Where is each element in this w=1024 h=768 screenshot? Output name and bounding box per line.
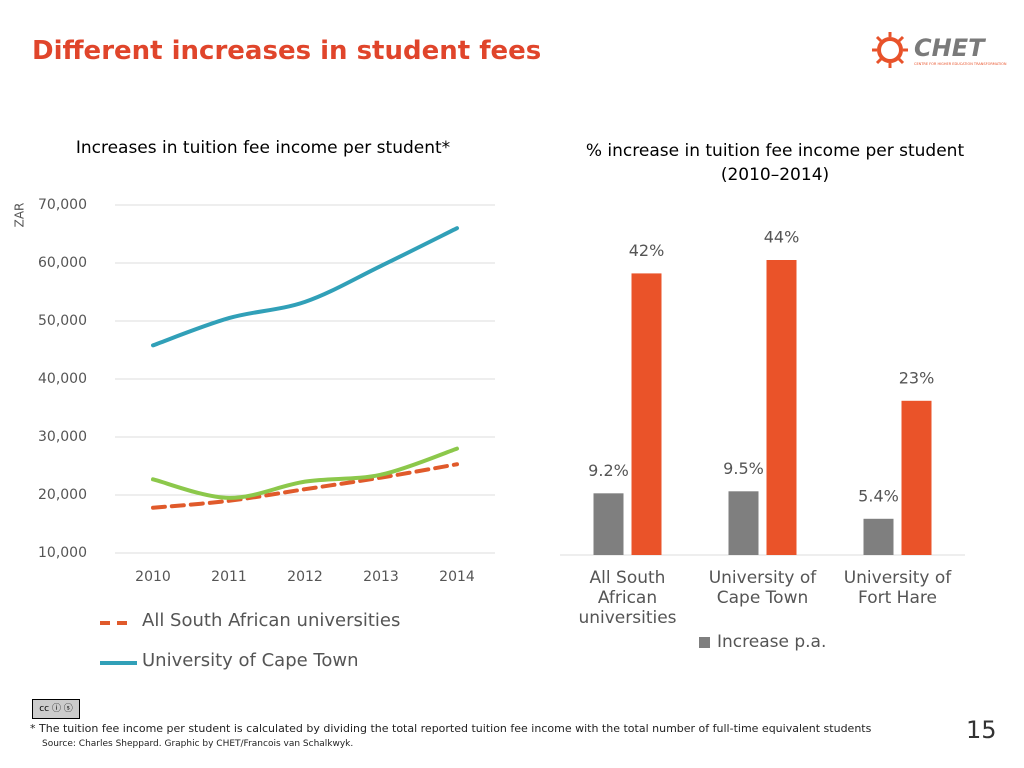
footnote: * The tuition fee income per student is … bbox=[30, 722, 872, 735]
data-line bbox=[151, 446, 459, 500]
x-tick-label: 2012 bbox=[287, 569, 323, 585]
license-badge: cc ⓘ ⓢ bbox=[32, 699, 80, 719]
legend-label: University of Cape Town bbox=[142, 650, 359, 671]
x-tick-label: 2014 bbox=[439, 569, 475, 585]
y-tick-label: 40,000 bbox=[38, 371, 87, 387]
x-tick-label: 2010 bbox=[135, 569, 171, 585]
y-tick-label: 30,000 bbox=[38, 429, 87, 445]
bar bbox=[631, 273, 662, 555]
x-tick-label: All South African universities bbox=[578, 568, 677, 628]
chart-title: Increases in tuition fee income per stud… bbox=[76, 138, 450, 158]
bar bbox=[901, 400, 932, 555]
source: Source: Charles Sheppard. Graphic by CHE… bbox=[42, 739, 354, 749]
chart-title: % increase in tuition fee income per stu… bbox=[585, 141, 965, 185]
bar bbox=[728, 491, 759, 555]
bar bbox=[863, 518, 894, 555]
legend-label: All South African universities bbox=[142, 610, 400, 631]
y-tick-label: 50,000 bbox=[38, 313, 87, 329]
value-label: 9.2% bbox=[588, 461, 629, 480]
data-line bbox=[151, 226, 459, 348]
legend-label: Increase p.a. bbox=[717, 632, 826, 652]
y-tick-label: 20,000 bbox=[38, 487, 87, 503]
legend-swatch bbox=[699, 637, 710, 648]
data-line bbox=[151, 462, 459, 510]
x-tick-label: 2013 bbox=[363, 569, 399, 585]
logo-subtitle: CENTRE FOR HIGHER EDUCATION TRANSFORMATI… bbox=[914, 62, 1007, 66]
bar bbox=[593, 493, 624, 555]
charts: Increases in tuition fee income per stud… bbox=[13, 138, 965, 671]
value-label: 23% bbox=[899, 368, 935, 387]
x-tick-label: University of Cape Town bbox=[708, 568, 817, 608]
y-tick-label: 70,000 bbox=[38, 197, 87, 213]
logo-text: CHET bbox=[914, 34, 985, 62]
slide-title: Different increases in student fees bbox=[32, 36, 542, 66]
value-label: 42% bbox=[629, 241, 665, 260]
value-label: 5.4% bbox=[858, 486, 899, 505]
y-axis-label: ZAR bbox=[13, 203, 27, 228]
logo-icon bbox=[872, 32, 908, 68]
bar bbox=[766, 260, 797, 555]
y-tick-label: 60,000 bbox=[38, 255, 87, 271]
value-label: 44% bbox=[764, 228, 800, 247]
value-label: 9.5% bbox=[723, 459, 764, 478]
x-tick-label: 2011 bbox=[211, 569, 247, 585]
x-tick-label: University of Fort Hare bbox=[843, 568, 952, 608]
page-number: 15 bbox=[966, 716, 997, 744]
y-tick-label: 10,000 bbox=[38, 545, 87, 561]
